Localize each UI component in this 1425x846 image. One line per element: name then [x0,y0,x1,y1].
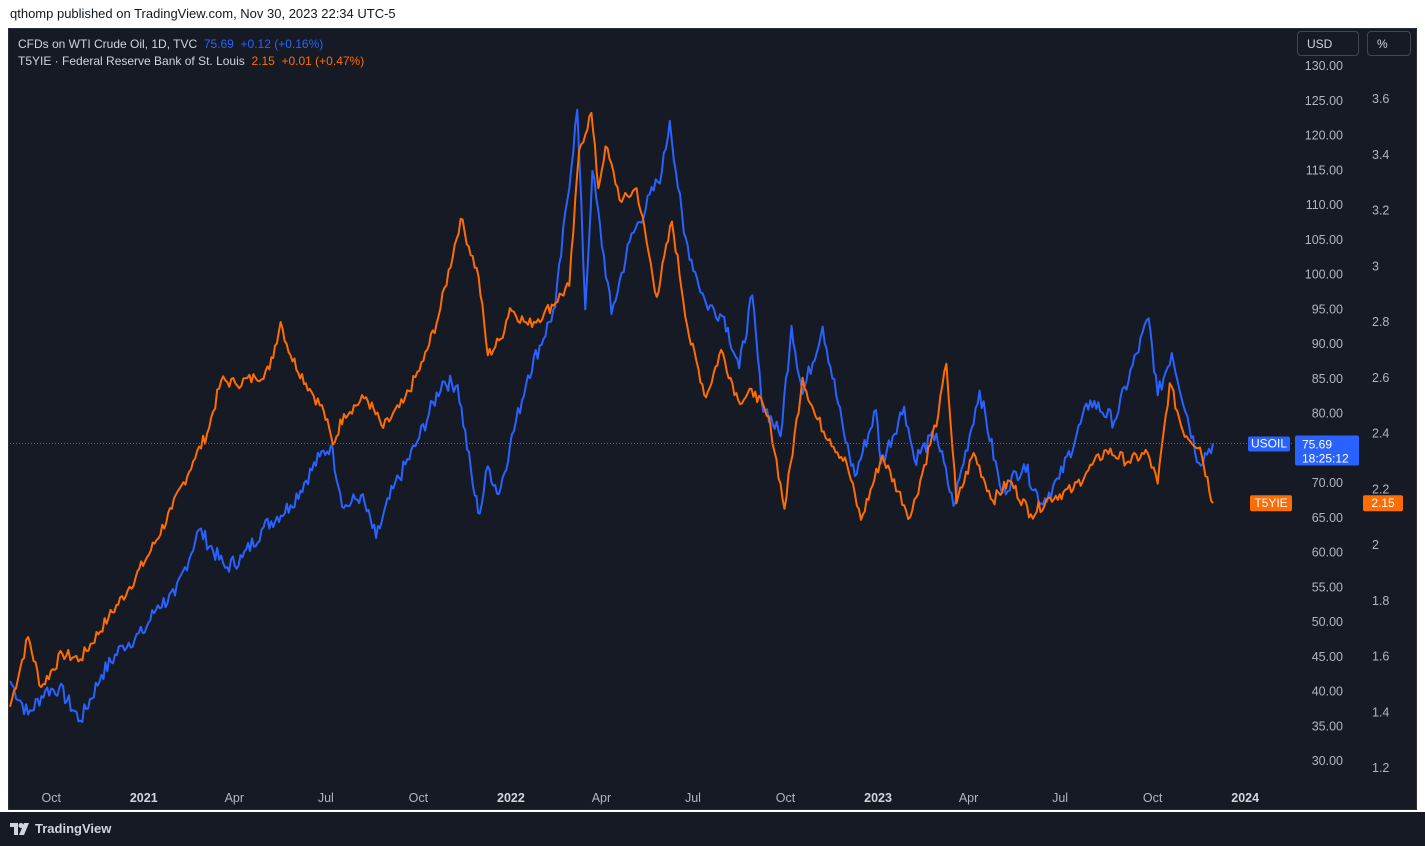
left-axis-tick-label: 70.00 [1312,476,1343,490]
left-axis-tick-label: 65.00 [1312,511,1343,525]
left-axis-tick-label: 110.00 [1306,198,1343,212]
usoil-countdown-label: 18:25:12 [1302,451,1349,465]
currency-button[interactable]: USD [1297,31,1359,56]
left-axis-tick-label: 85.00 [1312,372,1343,386]
left-axis-tick-label: 50.00 [1312,615,1343,629]
x-axis-tick-label: 2022 [497,791,525,805]
t5yie-price-label: 2.15 [1371,496,1395,510]
series-layer [9,108,1214,723]
footer: TradingView [0,812,1425,846]
usoil-symbol-label: USOIL [1251,436,1287,450]
left-axis-tick-label: 80.00 [1312,407,1343,421]
left-axis-tick-label: 130.00 [1305,59,1343,73]
tradingview-logo-icon [10,822,29,835]
x-axis-tick-label: Oct [1143,791,1163,805]
x-axis-tick-label: Apr [592,791,611,805]
right-axis-tick-label: 1.2 [1372,761,1389,775]
left-axis-tick-label: 115.00 [1306,163,1343,177]
legend-usoil-value: 75.69 [203,37,234,51]
left-axis-tick-label: 30.00 [1312,754,1343,768]
usoil-series-line [9,108,1214,723]
right-axis-tick-label: 2 [1372,538,1379,552]
left-axis-tick-label: 100.00 [1305,268,1343,282]
legend-t5yie-name: T5YIE · Federal Reserve Bank of St. Loui… [18,54,245,68]
left-axis-tick-label: 45.00 [1312,650,1343,664]
axis-layer: 130.00 125.00 120.00 115.00 110.00 105.00 100.… [42,59,1390,805]
x-axis-tick-label: Jul [318,791,334,805]
x-axis-tick-label: 2024 [1231,791,1259,805]
chart-legend: CFDs on WTI Crude Oil, 1D, TVC 75.69 +0.… [18,36,364,70]
x-axis-tick-label: Jul [685,791,701,805]
left-axis-tick-label: 105.00 [1305,233,1343,247]
right-axis-tick-label: 3.4 [1372,148,1389,162]
left-axis-tick-label: 120.00 [1305,129,1343,143]
right-axis-tick-label: 3 [1372,259,1379,273]
legend-t5yie[interactable]: T5YIE · Federal Reserve Bank of St. Loui… [18,53,364,70]
t5yie-symbol-tag [1250,495,1292,512]
x-axis-tick-label: Apr [959,791,978,805]
percent-button[interactable]: % [1367,31,1411,56]
usoil-price-label: 75.69 [1302,437,1332,451]
t5yie-price-tag [1363,495,1403,512]
x-axis-tick-label: 2023 [864,791,892,805]
x-axis-tick-label: Apr [225,791,244,805]
right-axis-tick-label: 2.4 [1372,427,1389,441]
legend-usoil[interactable]: CFDs on WTI Crude Oil, 1D, TVC 75.69 +0.… [18,36,364,53]
right-axis-tick-label: 3.6 [1372,92,1389,106]
x-axis-tick-label: Oct [409,791,429,805]
right-axis-tick-label: 2.2 [1372,482,1389,496]
x-axis-tick-label: Jul [1052,791,1068,805]
right-axis-tick-label: 1.4 [1372,705,1389,719]
usoil-symbol-tag [1248,436,1290,452]
tradingview-logo[interactable]: TradingView [10,821,111,836]
left-axis-tick-label: 60.00 [1312,546,1343,560]
right-axis-tick-label: 2.6 [1372,371,1389,385]
t5yie-symbol-label: T5YIE [1254,496,1287,510]
legend-t5yie-value: 2.15 [251,54,275,68]
right-axis-tick-label: 1.8 [1372,594,1389,608]
tradingview-brand-text: TradingView [35,821,112,836]
left-axis-tick-label: 40.00 [1312,685,1343,699]
x-axis-tick-label: 2021 [130,791,158,805]
left-axis-tick-label: 125.00 [1305,94,1343,108]
right-axis-tick-label: 2.8 [1372,315,1389,329]
left-axis-tick-label: 95.00 [1312,302,1343,316]
right-axis-tick-label: 1.6 [1372,650,1389,664]
usoil-price-tag [1295,435,1359,466]
right-axis-tick-label: 3.2 [1372,204,1389,218]
publisher-line: qthomp published on TradingView.com, Nov… [10,6,396,21]
legend-t5yie-change: +0.01 (+0.47%) [281,54,365,68]
x-axis-tick-label: Oct [776,791,796,805]
t5yie-series-line [9,111,1214,707]
legend-usoil-change: +0.12 (+0.16%) [240,37,324,51]
x-axis-tick-label: Oct [42,791,62,805]
left-axis-tick-label: 90.00 [1312,337,1343,351]
left-axis-tick-label: 35.00 [1312,719,1343,733]
chart-frame [8,28,1417,810]
left-axis-tick-label: 55.00 [1312,580,1343,594]
legend-usoil-name: CFDs on WTI Crude Oil, 1D, TVC [18,37,198,51]
